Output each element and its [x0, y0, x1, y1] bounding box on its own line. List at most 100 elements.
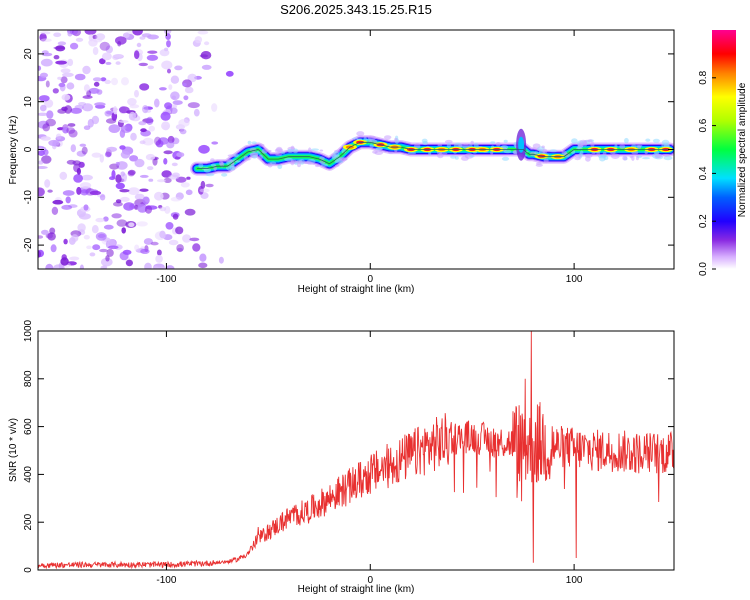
- noise-blob: [101, 257, 113, 267]
- noise-blob: [48, 139, 60, 147]
- y-tick-label: 400: [23, 466, 34, 483]
- noise-blob: [184, 208, 196, 216]
- noise-blob: [122, 173, 127, 182]
- noise-blob: [74, 73, 86, 81]
- noise-blob: [189, 237, 200, 242]
- noise-blob: [79, 264, 84, 269]
- ridge-fuzz: [624, 137, 629, 144]
- noise-blob: [68, 129, 78, 138]
- ridge-fuzz: [308, 147, 312, 153]
- noise-blob: [81, 146, 88, 155]
- ridge-fuzz: [414, 143, 421, 149]
- burst-feature-core: [518, 136, 525, 153]
- noise-blob: [165, 265, 175, 269]
- noise-blob: [83, 234, 90, 240]
- noise-blob: [168, 84, 173, 90]
- noise-blob: [95, 232, 107, 241]
- noise-blob: [197, 30, 209, 35]
- noise-blob: [134, 204, 139, 210]
- noise-blob: [128, 222, 135, 227]
- ridge-fuzz: [446, 142, 451, 149]
- noise-blob: [38, 166, 48, 169]
- noise-blob: [77, 223, 86, 233]
- noise-blob: [41, 229, 49, 235]
- noise-blob: [164, 102, 173, 110]
- noise-blob: [92, 244, 101, 251]
- ridge-fuzz: [275, 153, 283, 156]
- noise-blob: [116, 219, 128, 227]
- noise-blob: [49, 227, 56, 235]
- snr-xlabel: Height of straight line (km): [298, 584, 415, 595]
- noise-blob: [139, 83, 150, 91]
- noise-blob: [187, 102, 200, 109]
- noise-blob: [83, 204, 89, 211]
- noise-blob: [152, 266, 159, 269]
- noise-blob: [75, 37, 84, 42]
- x-tick-label: -100: [156, 575, 176, 586]
- noise-blob: [186, 176, 191, 180]
- noise-blob: [128, 111, 136, 121]
- ridge-fuzz: [213, 165, 217, 172]
- noise-blob: [113, 201, 123, 207]
- ridge-fuzz: [292, 148, 299, 154]
- noise-blob: [142, 137, 154, 146]
- noise-blob: [176, 152, 185, 158]
- noise-blob: [53, 46, 66, 50]
- colorbar: 0.0 0.2 0.4 0.6 0.8 Normalized spectral ampl…: [698, 30, 748, 276]
- noise-blob: [41, 50, 49, 55]
- noise-blob: [91, 225, 99, 234]
- ridge-fuzz: [587, 139, 593, 143]
- noise-blob: [139, 174, 149, 178]
- noise-blob: [120, 171, 125, 177]
- noise-blob: [163, 177, 172, 183]
- ridge-fuzz: [580, 150, 584, 156]
- noise-blob: [115, 161, 120, 166]
- noise-blob: [102, 52, 112, 61]
- noise-blob: [45, 233, 53, 239]
- ridge-fuzz: [352, 137, 358, 140]
- noise-blob: [40, 136, 51, 141]
- noise-blob: [170, 91, 180, 101]
- noise-blob: [174, 156, 181, 160]
- ridge-fuzz: [297, 162, 301, 168]
- noise-blob: [38, 145, 45, 149]
- noise-blob: [185, 189, 193, 196]
- noise-blob: [147, 65, 154, 70]
- noise-blob: [59, 171, 68, 180]
- noise-blob: [155, 254, 163, 263]
- noise-blob: [144, 205, 153, 214]
- noise-blob: [40, 58, 53, 67]
- ridge-trace: [197, 141, 670, 169]
- noise-blob: [145, 153, 156, 161]
- noise-blob: [89, 190, 102, 196]
- ridge-fuzz: [369, 144, 374, 148]
- noise-blob: [51, 206, 59, 215]
- noise-blob: [61, 94, 71, 101]
- noise-blob: [67, 58, 74, 67]
- ridge-fuzz: [473, 142, 479, 148]
- colorbar-tick-label: 0.2: [698, 214, 709, 228]
- noise-blob: [199, 253, 207, 262]
- ridge-fuzz: [543, 158, 549, 164]
- ridge-fuzz: [458, 144, 464, 148]
- ridge-fuzz: [637, 145, 642, 149]
- noise-blob: [163, 158, 168, 165]
- ridge-fuzz: [407, 151, 417, 155]
- colorbar-tick-label: 0.8: [698, 70, 709, 84]
- noise-blob: [62, 190, 75, 196]
- ridge-fuzz: [233, 153, 239, 158]
- y-tick-label: 1000: [23, 319, 34, 342]
- noise-blob: [204, 41, 210, 46]
- noise-blob: [218, 256, 224, 264]
- ridge-fuzz: [277, 164, 283, 169]
- ridge-fuzz: [205, 173, 215, 177]
- ridge-fuzz: [549, 149, 558, 153]
- noise-blob: [38, 187, 45, 197]
- ridge-fuzz: [437, 153, 444, 159]
- noise-blob: [154, 136, 162, 146]
- noise-blob: [139, 188, 149, 192]
- ridge-fuzz: [574, 154, 582, 159]
- noise-blob: [66, 159, 76, 165]
- ridge-fuzz: [428, 151, 432, 156]
- noise-blob: [121, 77, 129, 86]
